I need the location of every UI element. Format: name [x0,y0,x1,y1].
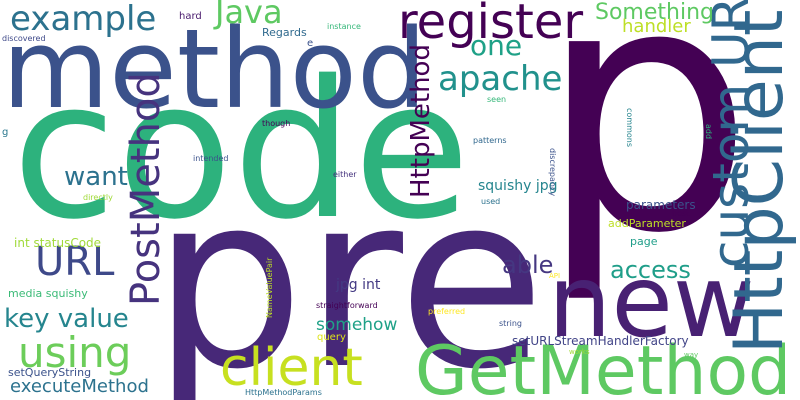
word-patterns: patterns [473,136,507,145]
word-g: g [2,127,9,138]
word-preferred: preferred [428,307,466,316]
word-e: e [307,38,314,49]
word-java: Java [215,0,283,31]
word-seturlstreamhandlerfactory: setURLStreamHandlerFactory [512,334,689,348]
word-key-value: key value [4,304,129,334]
word-used: used [481,197,501,206]
word-new: new [548,243,755,360]
word-int-statuscode: int statusCode [14,236,102,250]
word-string: string [499,319,522,328]
word-postmethod: PostMethod [123,72,169,306]
word-apache: apache [438,59,563,99]
word-either: either [333,170,357,179]
word-setquerystring: setQueryString [8,366,92,379]
word-works: works [569,348,590,356]
word-url: URL [35,239,115,285]
word-able: able [502,251,554,279]
word-jpg-int: jpg int [336,277,381,293]
word-client: client [220,338,363,398]
word-commons: commons [625,108,634,148]
word-instance: instance [327,22,361,31]
word-handler: handler [622,16,691,37]
word-straightforward: straightforward [316,301,378,310]
word-addparameter: addParameter [608,217,686,230]
word-squishy-jpg: squishy jpg [478,178,558,194]
word-query: query [317,332,346,343]
word-best: best [672,209,690,218]
word-code: code [12,40,471,261]
word-though: though [262,119,291,128]
word-p: p [538,0,754,308]
word-want: want [64,162,128,192]
word-hard: hard [179,11,202,22]
word-one: one [470,29,523,62]
word-something: Something [595,0,714,25]
word-method: method [2,5,427,133]
word-pre: pre [152,142,546,400]
word-api: API [549,272,561,280]
word-directly: directly [83,193,113,202]
word-httpmethod: HttpMethod [406,44,436,198]
word-parameters: parameters [626,198,696,212]
word-custom-url: custom URL [702,0,760,268]
word-page: page [630,235,658,248]
word-access: access [610,256,691,284]
word-way: way [684,351,699,359]
word-media-squishy: media squishy [8,287,88,300]
word-executemethod: executeMethod [10,376,149,397]
word-seen: seen [487,95,507,104]
word-using: using [18,328,132,377]
word-add: add [704,124,713,140]
word-example: example [10,0,157,39]
word-namevaluepair: NameValuePair [265,257,274,318]
word-getmethod: GetMethod [415,332,792,400]
word-register: register [398,0,584,50]
word-discovered: discovered [2,34,46,43]
word-regards: Regards [262,26,307,39]
word-somehow: somehow [316,315,398,335]
word-discrepancy: discrepancy [548,148,557,197]
word-intended: intended [193,154,229,163]
word-httpmethodparams: HttpMethodParams [245,388,322,397]
